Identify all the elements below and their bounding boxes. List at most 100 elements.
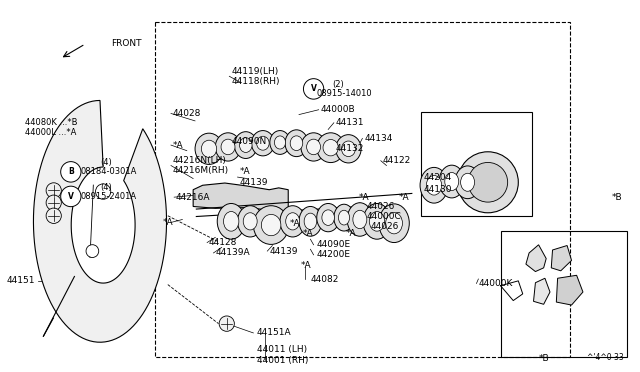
Ellipse shape — [426, 176, 442, 195]
Text: *A: *A — [301, 262, 312, 270]
Bar — [155, 22, 570, 357]
Ellipse shape — [257, 136, 269, 150]
Text: *A: *A — [173, 141, 184, 150]
Ellipse shape — [307, 139, 321, 155]
Ellipse shape — [285, 213, 300, 230]
Ellipse shape — [301, 133, 326, 161]
Ellipse shape — [237, 206, 263, 237]
Text: 44139: 44139 — [239, 178, 268, 187]
Ellipse shape — [336, 135, 361, 163]
Text: 44090N: 44090N — [231, 137, 266, 146]
Polygon shape — [193, 183, 288, 212]
Text: 44090E: 44090E — [317, 240, 351, 249]
Ellipse shape — [379, 204, 410, 243]
Text: 44200E: 44200E — [317, 250, 351, 259]
Text: *A: *A — [290, 219, 301, 228]
Text: 44011 (LH): 44011 (LH) — [257, 345, 307, 354]
Text: 44134: 44134 — [364, 134, 393, 143]
Bar — [421, 112, 532, 216]
Text: 44139A: 44139A — [215, 248, 250, 257]
Text: 44204: 44204 — [423, 173, 451, 182]
Circle shape — [95, 184, 111, 199]
Ellipse shape — [221, 139, 235, 155]
Ellipse shape — [285, 130, 308, 157]
Bar — [500, 231, 627, 357]
Text: 44216M(RH): 44216M(RH) — [173, 166, 229, 175]
Text: V: V — [68, 192, 74, 201]
Text: *A: *A — [345, 229, 356, 238]
Ellipse shape — [280, 206, 305, 237]
Ellipse shape — [223, 212, 239, 231]
Ellipse shape — [322, 210, 335, 225]
Ellipse shape — [304, 213, 317, 230]
Polygon shape — [33, 100, 166, 342]
Ellipse shape — [290, 136, 303, 151]
Text: *B: *B — [611, 193, 622, 202]
Ellipse shape — [458, 152, 518, 213]
Ellipse shape — [195, 133, 223, 164]
Text: 44000C: 44000C — [366, 212, 401, 221]
Text: 44080K ...*B: 44080K ...*B — [25, 118, 77, 126]
Text: 08915-14010: 08915-14010 — [317, 89, 372, 98]
Text: *B: *B — [539, 355, 549, 363]
Circle shape — [219, 316, 234, 331]
Ellipse shape — [215, 133, 241, 161]
Text: 44028: 44028 — [173, 109, 201, 118]
Text: 44132: 44132 — [336, 144, 364, 153]
Text: 44122: 44122 — [383, 156, 411, 165]
Circle shape — [46, 195, 61, 211]
Ellipse shape — [386, 212, 403, 234]
Circle shape — [46, 183, 61, 198]
Circle shape — [61, 186, 81, 207]
Ellipse shape — [369, 212, 385, 231]
Text: *A: *A — [303, 229, 314, 238]
Ellipse shape — [439, 165, 465, 198]
Text: ^'4^0 33: ^'4^0 33 — [588, 353, 624, 362]
Ellipse shape — [347, 203, 372, 236]
Text: (2): (2) — [332, 80, 344, 89]
Ellipse shape — [323, 140, 339, 156]
Ellipse shape — [217, 203, 245, 239]
Text: 44151: 44151 — [6, 276, 35, 285]
Text: *A: *A — [399, 193, 410, 202]
Ellipse shape — [202, 140, 217, 157]
Text: 44118(RH): 44118(RH) — [231, 77, 280, 86]
Ellipse shape — [353, 210, 367, 229]
Text: V: V — [310, 84, 317, 93]
Text: 08184-0301A: 08184-0301A — [81, 167, 138, 176]
Text: 44000B: 44000B — [321, 105, 355, 114]
Text: 44082: 44082 — [310, 275, 339, 283]
Ellipse shape — [261, 214, 281, 236]
Ellipse shape — [275, 136, 285, 149]
Text: 44139: 44139 — [269, 247, 298, 256]
Text: FRONT: FRONT — [111, 39, 141, 48]
Ellipse shape — [445, 173, 459, 190]
Circle shape — [86, 245, 99, 257]
Ellipse shape — [234, 132, 257, 158]
Ellipse shape — [243, 213, 257, 230]
Text: (4): (4) — [100, 183, 112, 192]
Text: 08915-2401A: 08915-2401A — [81, 192, 137, 201]
Polygon shape — [551, 246, 572, 271]
Text: 44026: 44026 — [366, 202, 395, 211]
Text: 44026: 44026 — [371, 222, 399, 231]
Ellipse shape — [252, 131, 275, 156]
Ellipse shape — [339, 210, 349, 225]
Ellipse shape — [455, 166, 480, 199]
Circle shape — [303, 78, 324, 99]
Polygon shape — [534, 278, 550, 304]
Text: 44119(LH): 44119(LH) — [231, 67, 278, 76]
Ellipse shape — [420, 167, 448, 203]
Polygon shape — [556, 275, 583, 305]
Ellipse shape — [270, 131, 290, 154]
Text: 44000K: 44000K — [478, 279, 513, 288]
Text: 44130: 44130 — [423, 185, 452, 194]
Text: 44001 (RH): 44001 (RH) — [257, 356, 308, 365]
Ellipse shape — [239, 138, 252, 153]
Circle shape — [46, 208, 61, 224]
Ellipse shape — [253, 206, 289, 244]
Text: *A: *A — [358, 193, 369, 202]
Ellipse shape — [334, 204, 354, 231]
Text: 44131: 44131 — [336, 118, 364, 127]
Text: 44216A: 44216A — [176, 193, 211, 202]
